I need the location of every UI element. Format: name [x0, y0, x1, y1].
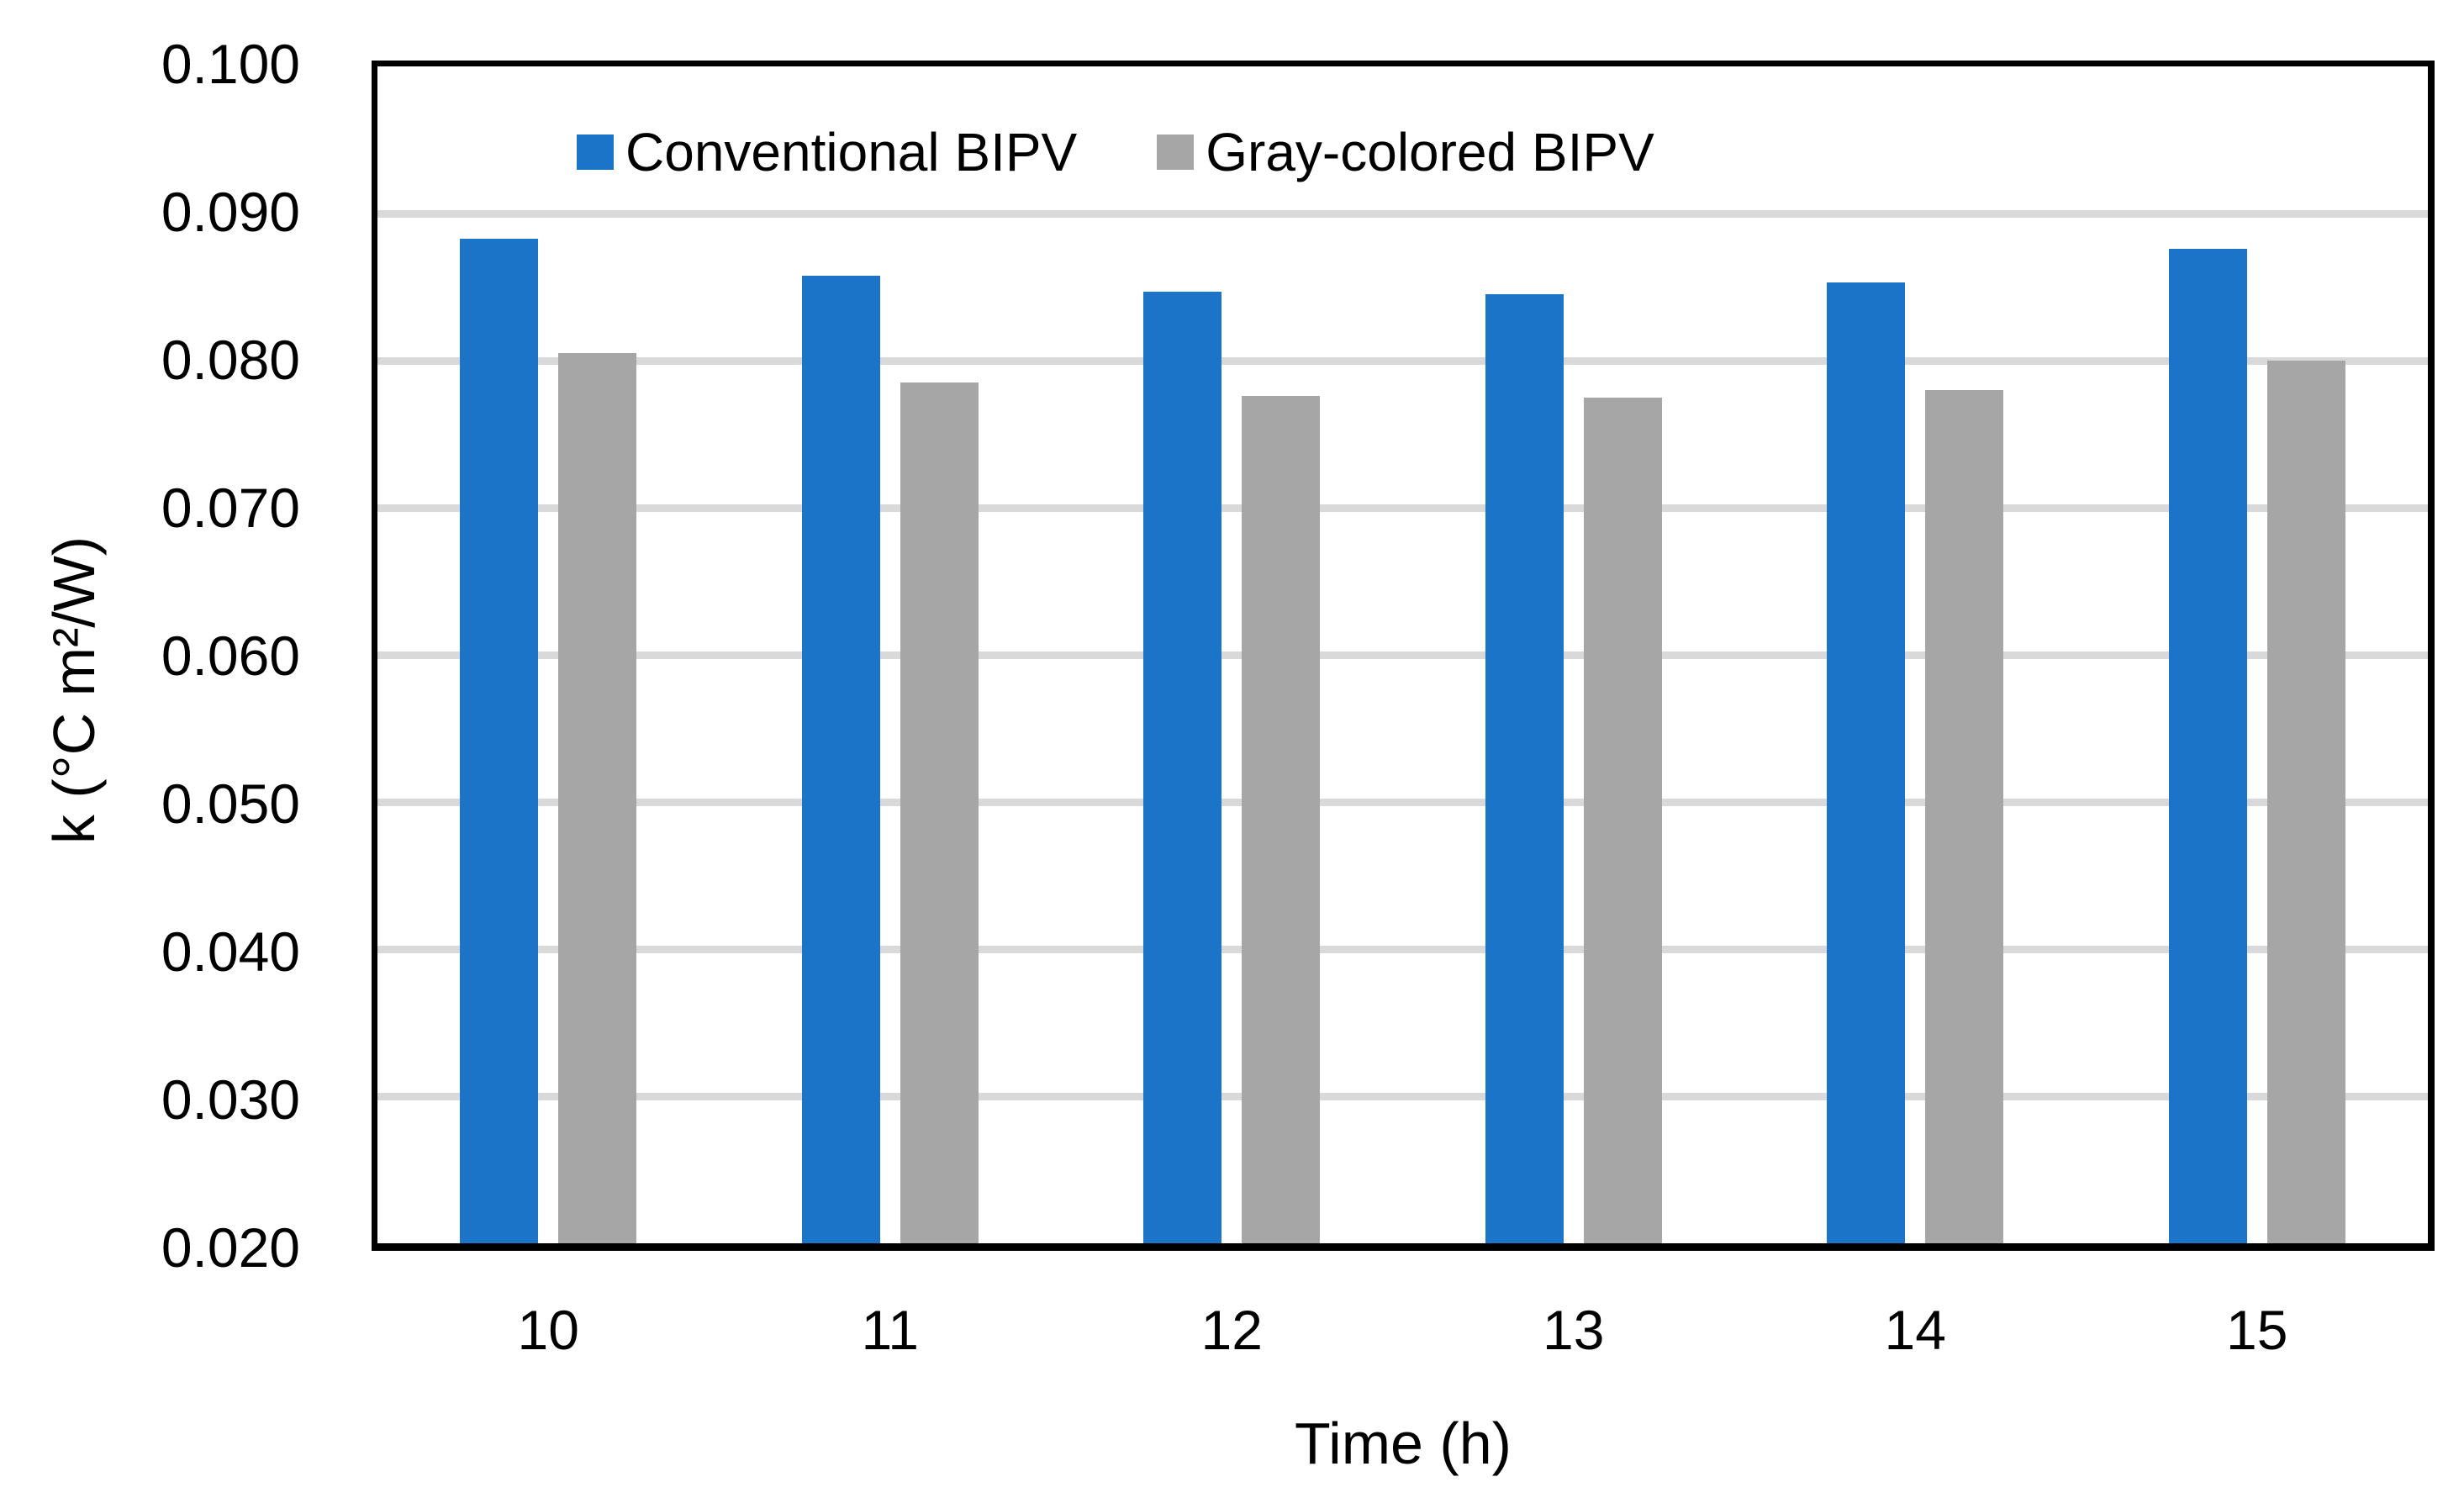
y-tick-label: 0.090	[161, 180, 300, 243]
gridline	[377, 356, 2428, 365]
y-tick-label: 0.060	[161, 624, 300, 687]
bar-conventional-bipv	[1485, 294, 1564, 1243]
gridline	[377, 651, 2428, 659]
legend-item-conventional-bipv: Conventional BIPV	[577, 125, 1077, 179]
y-tick-label: 0.030	[161, 1068, 300, 1131]
gridline	[377, 1092, 2428, 1100]
bar-gray-colored-bipv	[2266, 361, 2345, 1243]
gridline	[377, 504, 2428, 512]
x-tick-label: 14	[1884, 1299, 1946, 1361]
x-tick-label: 15	[2226, 1299, 2288, 1361]
x-axis-title: Time (h)	[1295, 1411, 1512, 1476]
y-tick-label: 0.020	[161, 1216, 300, 1279]
y-tick-label: 0.040	[161, 920, 300, 983]
gridline	[377, 945, 2428, 953]
legend-item-gray-colored-bipv: Gray-colored BIPV	[1157, 125, 1654, 179]
x-tick-label: 11	[861, 1299, 920, 1361]
gridline	[377, 209, 2428, 218]
gridline	[377, 798, 2428, 806]
bar-gray-colored-bipv	[900, 382, 979, 1243]
plot-area: Conventional BIPV Gray-colored BIPV	[372, 61, 2435, 1251]
legend-label: Conventional BIPV	[625, 122, 1078, 182]
bar-gray-colored-bipv	[1242, 396, 1321, 1243]
legend-swatch-conventional-bipv-icon	[577, 135, 614, 170]
bar-conventional-bipv	[1143, 291, 1222, 1243]
x-tick-label: 10	[517, 1299, 579, 1361]
x-tick-label: 12	[1200, 1299, 1263, 1361]
legend-label: Gray-colored BIPV	[1206, 122, 1654, 182]
bar-conventional-bipv	[801, 275, 880, 1243]
bar-conventional-bipv	[1827, 282, 1906, 1243]
y-tick-label: 0.070	[161, 476, 300, 539]
bar-conventional-bipv	[2168, 249, 2247, 1243]
bar-conventional-bipv	[460, 238, 539, 1243]
y-tick-label: 0.050	[161, 772, 300, 835]
bar-gray-colored-bipv	[558, 353, 637, 1243]
legend-swatch-gray-colored-bipv-icon	[1157, 135, 1195, 170]
y-tick-label: 0.100	[161, 32, 300, 95]
y-tick-label: 0.080	[161, 328, 300, 391]
bar-gray-colored-bipv	[1925, 390, 2004, 1243]
x-tick-label: 13	[1543, 1299, 1605, 1361]
legend: Conventional BIPV Gray-colored BIPV	[577, 125, 1654, 179]
bar-gray-colored-bipv	[1583, 397, 1662, 1243]
